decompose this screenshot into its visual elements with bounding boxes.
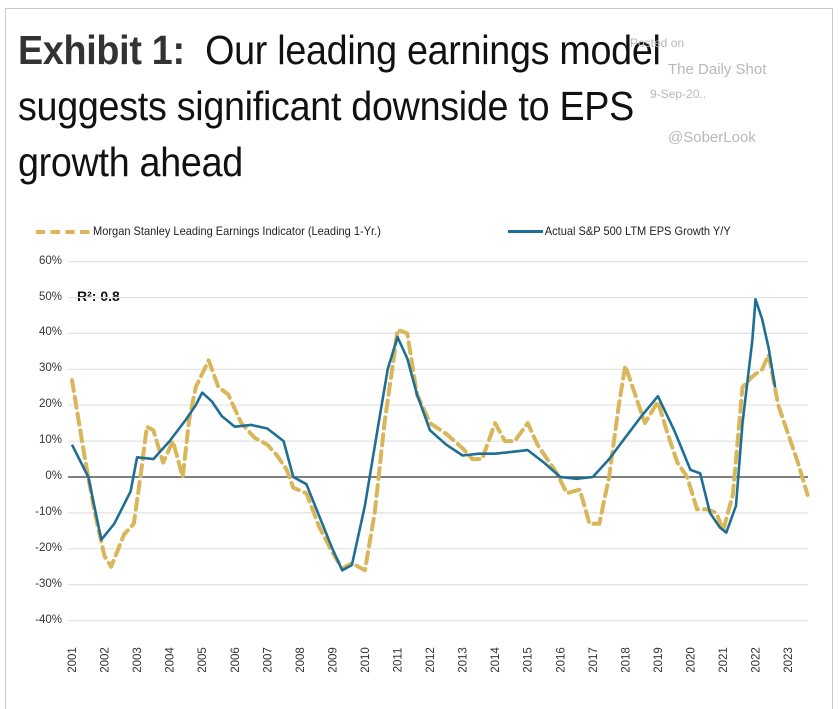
x-tick-label: 2015 — [523, 647, 535, 673]
watermark-posted: Posted on — [630, 36, 685, 50]
x-tick-label: 2011 — [393, 648, 405, 673]
x-tick-label: 2023 — [783, 647, 795, 673]
title-line-1: Our leading earnings model — [205, 27, 661, 73]
chart-frame — [5, 8, 833, 709]
y-tick-label: -20% — [35, 541, 62, 554]
y-tick-label: -40% — [35, 613, 62, 626]
chart-canvas: 2001 2002 2003 2004 2005 2006 2007 2008 2009 2010… — [67, 261, 810, 673]
legend-swatch-dashed — [36, 229, 92, 234]
y-tick-label: 0% — [45, 470, 62, 482]
legend-item-leading: Morgan Stanley Leading Earnings Indicato… — [36, 224, 381, 238]
chart-title: Exhibit 1: Our leading earnings model su… — [18, 22, 762, 190]
y-tick-label: 60% — [38, 254, 62, 267]
watermark-date: 9-Sep-20.. — [650, 87, 707, 101]
x-tick-label: 2007 — [262, 647, 274, 673]
legend-swatch-solid — [508, 230, 543, 234]
x-tick-label: 2014 — [490, 647, 502, 673]
r-squared-annotation: R²: 0.8 — [77, 288, 120, 304]
x-tick-label: 2016 — [555, 647, 567, 673]
gridlines — [68, 261, 808, 622]
x-tick-label: 2017 — [588, 647, 600, 673]
y-tick-label: 50% — [38, 290, 62, 303]
x-tick-label: 2005 — [197, 647, 209, 673]
y-tick-label: 10% — [38, 434, 62, 447]
y-tick-label: 30% — [38, 362, 62, 375]
x-tick-label: 2013 — [458, 647, 470, 673]
x-tick-label: 2012 — [425, 647, 437, 673]
x-tick-label: 2003 — [132, 647, 144, 673]
legend-label-leading: Morgan Stanley Leading Earnings Indicato… — [93, 224, 381, 238]
x-tick-label: 2008 — [295, 647, 307, 673]
legend-item-actual: Actual S&P 500 LTM EPS Growth Y/Y — [508, 224, 731, 238]
title-line-3: growth ahead — [18, 139, 243, 185]
watermark-handle: @SoberLook — [668, 129, 756, 146]
series-line-actual-eps-growth — [70, 298, 777, 572]
x-tick-label: 2002 — [100, 647, 112, 673]
series-line-leading-indicator — [70, 327, 810, 573]
x-tick-label: 2004 — [165, 647, 177, 673]
x-tick-label: 2018 — [620, 647, 632, 673]
y-tick-label: -10% — [35, 505, 62, 518]
x-tick-label: 2006 — [230, 647, 242, 673]
y-tick-label: -30% — [35, 577, 62, 590]
x-tick-label: 2022 — [751, 647, 763, 673]
x-axis: 2001 2002 2003 2004 2005 2006 2007 2008 2009 2010… — [67, 647, 795, 673]
x-tick-label: 2020 — [685, 647, 697, 673]
y-tick-label: 40% — [38, 326, 62, 339]
title-line-2: suggests significant downside to EPS — [18, 83, 634, 129]
x-tick-label: 2010 — [360, 647, 372, 673]
x-tick-label: 2021 — [718, 647, 730, 673]
title-lead: Exhibit 1: — [18, 27, 185, 73]
x-tick-label: 2001 — [67, 647, 79, 673]
watermark-source: The Daily Shot — [668, 61, 767, 78]
y-tick-label: 20% — [38, 398, 62, 411]
series-lines — [70, 298, 810, 573]
legend-label-actual: Actual S&P 500 LTM EPS Growth Y/Y — [544, 224, 731, 238]
x-tick-label: 2009 — [327, 647, 339, 673]
x-tick-label: 2019 — [653, 647, 665, 673]
